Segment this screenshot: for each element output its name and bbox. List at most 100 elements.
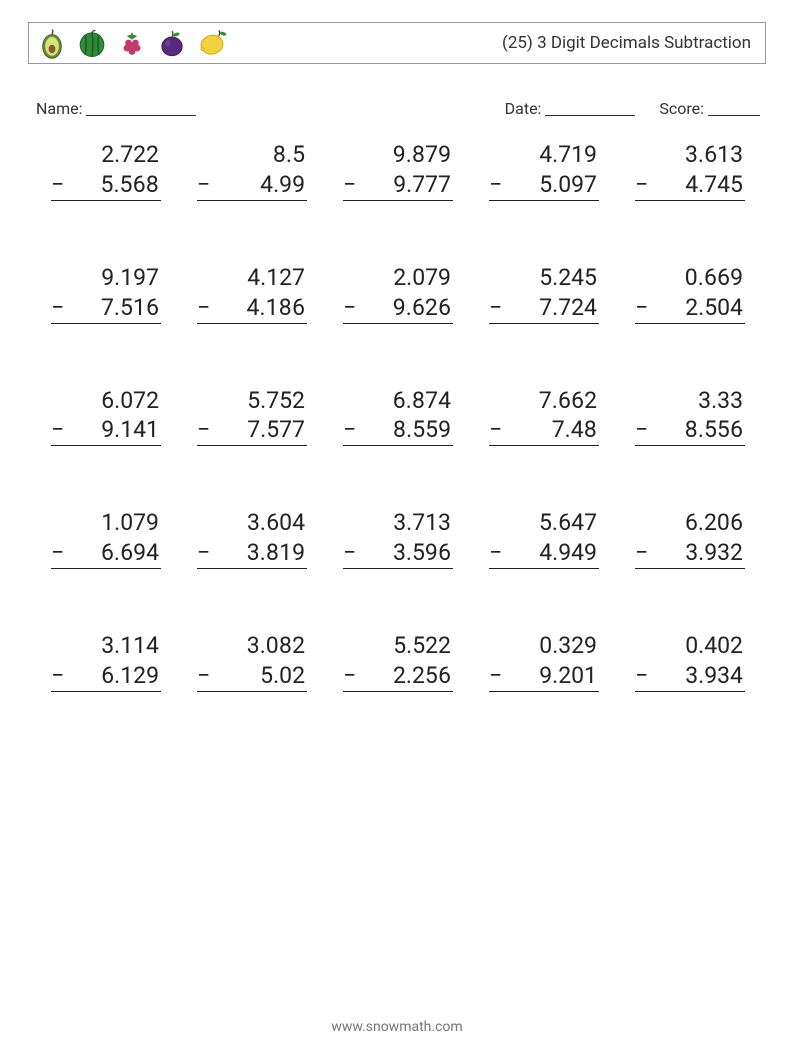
problem: 9.197−7.516 [51,263,161,324]
subtrahend: 7.577 [215,415,305,445]
problem-top: 5.522 [343,631,453,661]
problem: 8.5−4.99 [197,140,307,201]
subtrahend: 7.48 [507,415,597,445]
problem-bottom: −3.596 [343,538,453,569]
operator: − [197,661,215,691]
subtrahend: 9.777 [361,170,451,200]
problem-bottom: −7.577 [197,415,307,446]
problem-bottom: −6.694 [51,538,161,569]
problem-bottom: −4.186 [197,293,307,324]
problem: 3.613−4.745 [635,140,745,201]
operator: − [197,538,215,568]
problem: 5.522−2.256 [343,631,453,692]
avocado-icon [35,26,69,60]
subtrahend: 4.99 [215,170,305,200]
score-line [708,100,760,116]
problem-bottom: −7.724 [489,293,599,324]
operator: − [51,538,69,568]
problem-top: 0.669 [635,263,745,293]
operator: − [197,170,215,200]
problem-top: 0.329 [489,631,599,661]
problem-top: 5.647 [489,508,599,538]
operator: − [635,293,653,323]
problem: 3.713−3.596 [343,508,453,569]
header-box: (25) 3 Digit Decimals Subtraction [28,22,766,64]
operator: − [489,170,507,200]
operator: − [51,170,69,200]
problem-bottom: −3.934 [635,661,745,692]
date-label-text: Date: [505,99,542,118]
problem-top: 3.33 [635,386,745,416]
subtrahend: 3.819 [215,538,305,568]
problem-bottom: −5.568 [51,170,161,201]
problem-bottom: −2.256 [343,661,453,692]
fruit-icons [35,26,229,60]
problem: 9.879−9.777 [343,140,453,201]
problem-top: 7.662 [489,386,599,416]
operator: − [51,415,69,445]
operator: − [489,293,507,323]
problem-bottom: −9.141 [51,415,161,446]
problem: 7.662−7.48 [489,386,599,447]
problem-bottom: −4.949 [489,538,599,569]
operator: − [635,415,653,445]
problem: 0.329−9.201 [489,631,599,692]
subtrahend: 3.934 [653,661,743,691]
subtrahend: 7.724 [507,293,597,323]
problem: 4.127−4.186 [197,263,307,324]
date-line [545,100,635,116]
operator: − [635,661,653,691]
operator: − [197,293,215,323]
subtrahend: 8.556 [653,415,743,445]
problem: 3.114−6.129 [51,631,161,692]
problem: 6.072−9.141 [51,386,161,447]
operator: − [343,170,361,200]
problem-top: 9.197 [51,263,161,293]
problem-bottom: −3.819 [197,538,307,569]
problem-bottom: −6.129 [51,661,161,692]
problem-bottom: −7.48 [489,415,599,446]
problem-bottom: −5.097 [489,170,599,201]
problem-bottom: −8.556 [635,415,745,446]
operator: − [343,661,361,691]
problem-top: 9.879 [343,140,453,170]
problem: 5.752−7.577 [197,386,307,447]
problem-top: 4.127 [197,263,307,293]
problem: 0.402−3.934 [635,631,745,692]
footer-text: www.snowmath.com [0,1019,794,1035]
name-label: Name: [36,98,196,118]
problem: 3.082−5.02 [197,631,307,692]
problem-top: 3.604 [197,508,307,538]
name-label-text: Name: [36,99,83,118]
problem-top: 1.079 [51,508,161,538]
problem-top: 5.752 [197,386,307,416]
problem: 6.206−3.932 [635,508,745,569]
subtrahend: 4.745 [653,170,743,200]
problem-top: 0.402 [635,631,745,661]
watermelon-icon [75,26,109,60]
problem: 2.079−9.626 [343,263,453,324]
operator: − [635,538,653,568]
subtrahend: 3.932 [653,538,743,568]
subtrahend: 9.201 [507,661,597,691]
lemon-icon [195,26,229,60]
problem: 5.245−7.724 [489,263,599,324]
problem-bottom: −9.777 [343,170,453,201]
score-label: Score: [659,98,760,118]
subtrahend: 4.949 [507,538,597,568]
raspberry-icon [115,26,149,60]
operator: − [343,415,361,445]
operator: − [489,415,507,445]
problem-bottom: −9.626 [343,293,453,324]
operator: − [51,661,69,691]
info-row: Name: Date: Score: [36,98,760,118]
problem: 3.33−8.556 [635,386,745,447]
problem-bottom: −5.02 [197,661,307,692]
subtrahend: 5.02 [215,661,305,691]
problem-bottom: −7.516 [51,293,161,324]
problem: 1.079−6.694 [51,508,161,569]
subtrahend: 9.626 [361,293,451,323]
problems-grid: 2.722−5.5688.5−4.999.879−9.7774.719−5.09… [38,140,758,692]
plum-icon [155,26,189,60]
operator: − [343,293,361,323]
